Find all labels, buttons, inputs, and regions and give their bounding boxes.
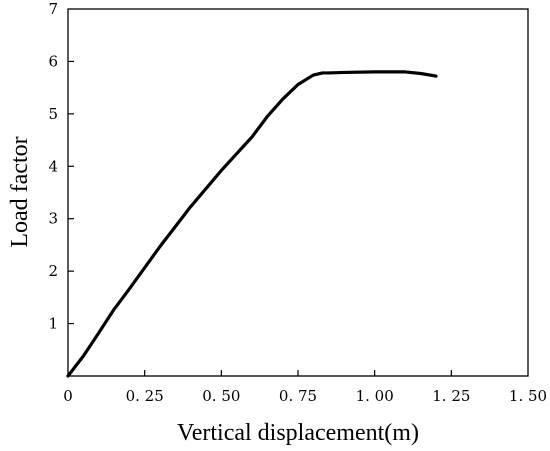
y-tick-label: 6 [48, 52, 58, 70]
x-axis-title: Vertical displacement(m) [177, 420, 419, 446]
x-tick-label: 0 [63, 387, 73, 405]
series-layer [66, 70, 438, 378]
y-tick-label: 1 [48, 315, 58, 333]
y-tick-label: 2 [48, 262, 58, 280]
x-tick-label: 0. 25 [126, 387, 164, 405]
x-tick-label: 1. 00 [356, 387, 394, 405]
x-tick-label: 0. 75 [279, 387, 317, 405]
y-axis-ticks: 1 2 3 4 5 6 7 [48, 0, 74, 333]
plot-frame [67, 8, 529, 377]
y-tick-label: 3 [48, 210, 58, 228]
y-tick-label: 7 [48, 0, 58, 18]
x-tick-label: 1. 25 [432, 387, 470, 405]
x-tick-label: 0. 50 [202, 387, 240, 405]
y-axis-title: Load factor [7, 136, 33, 247]
load-displacement-line [66, 70, 438, 378]
y-tick-label: 5 [48, 105, 58, 123]
y-tick-label: 4 [48, 157, 58, 175]
x-tick-label: 1. 50 [509, 387, 547, 405]
x-axis-ticks: 0 0. 25 0. 50 0. 75 1. 00 1. 25 1. 50 [63, 370, 547, 405]
